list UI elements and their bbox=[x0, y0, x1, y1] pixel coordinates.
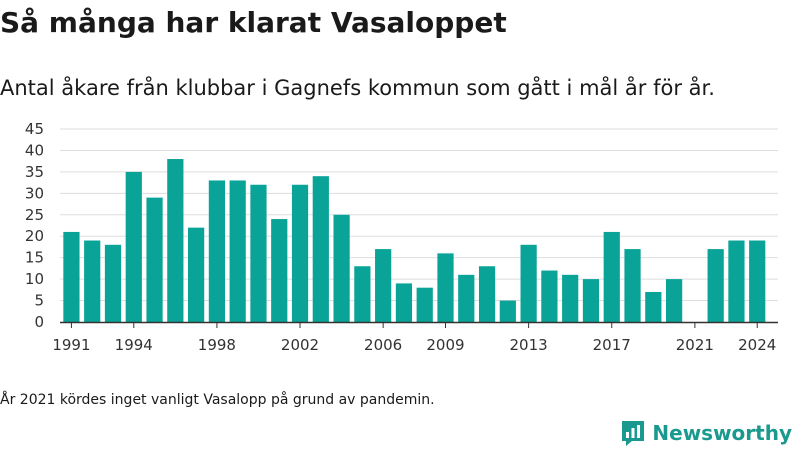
y-tick-label: 0 bbox=[34, 313, 44, 331]
bar-chart: 0 5 10 15 20 25 30 35 40 45 1991 1994 1998 2002 2006 2… bbox=[25, 120, 778, 354]
footnote: År 2021 kördes inget vanligt Vasalopp på… bbox=[0, 392, 435, 408]
bar-1997 bbox=[188, 227, 205, 322]
bar-2000 bbox=[250, 184, 267, 322]
bar-2010 bbox=[458, 274, 475, 322]
x-tick-label: 2013 bbox=[510, 336, 548, 354]
bar-2001 bbox=[271, 219, 288, 322]
y-tick-label: 5 bbox=[34, 292, 44, 310]
x-tick-label: 1998 bbox=[198, 336, 236, 354]
bar-2022 bbox=[707, 249, 724, 322]
bar-1996 bbox=[167, 159, 184, 322]
y-tick-label: 40 bbox=[25, 141, 44, 159]
bar-2012 bbox=[499, 300, 516, 322]
y-tick-label: 45 bbox=[25, 120, 44, 138]
bar-2011 bbox=[478, 266, 496, 322]
bar-2007 bbox=[395, 283, 413, 322]
y-tick-label: 30 bbox=[25, 184, 44, 202]
x-tick-label: 2021 bbox=[676, 336, 714, 354]
bar-1993 bbox=[104, 244, 122, 322]
bar-2004 bbox=[333, 214, 350, 322]
bars bbox=[63, 159, 766, 322]
y-tick-label: 35 bbox=[25, 163, 44, 181]
bar-2018 bbox=[624, 249, 641, 322]
y-tick-label: 10 bbox=[25, 270, 44, 288]
chart-subtitle: Antal åkare från klubbar i Gagnefs kommu… bbox=[0, 76, 715, 100]
newsworthy-logo-icon bbox=[622, 421, 645, 446]
bar-2008 bbox=[416, 287, 433, 322]
x-tick-label: 2009 bbox=[426, 336, 464, 354]
bar-2013 bbox=[520, 244, 537, 322]
bar-2016 bbox=[582, 279, 600, 322]
bar-2005 bbox=[354, 266, 371, 322]
brand-logo: Newsworthy bbox=[620, 419, 792, 447]
x-tick-label: 2024 bbox=[738, 336, 776, 354]
bar-1991 bbox=[63, 231, 80, 322]
y-tick-label: 20 bbox=[25, 227, 44, 245]
bar-2019 bbox=[645, 291, 662, 322]
bar-2024 bbox=[749, 240, 766, 322]
x-tick-label: 1994 bbox=[115, 336, 153, 354]
x-tick-label: 2006 bbox=[364, 336, 402, 354]
bar-1999 bbox=[229, 180, 246, 322]
bar-2017 bbox=[603, 231, 620, 322]
brand-name: Newsworthy bbox=[652, 421, 792, 445]
y-axis-ticks: 0 5 10 15 20 25 30 35 40 45 bbox=[25, 120, 44, 331]
bar-2003 bbox=[312, 176, 329, 322]
bar-2002 bbox=[291, 184, 309, 322]
x-tick-label: 2002 bbox=[281, 336, 319, 354]
chart-title: Så många har klarat Vasaloppet bbox=[0, 6, 507, 39]
bar-2009 bbox=[437, 253, 454, 322]
bar-2020 bbox=[665, 279, 683, 322]
y-tick-label: 25 bbox=[25, 206, 44, 224]
x-tick-label: 1991 bbox=[52, 336, 90, 354]
bar-1995 bbox=[146, 197, 163, 322]
bar-1992 bbox=[84, 240, 101, 322]
bar-1994 bbox=[125, 171, 142, 322]
x-tick-label: 2017 bbox=[593, 336, 631, 354]
bar-2014 bbox=[541, 270, 558, 322]
bar-2023 bbox=[728, 240, 745, 322]
bar-2015 bbox=[562, 274, 579, 322]
x-axis-ticks: 1991 1994 1998 2002 2006 2009 2013 2017 2021 2024 bbox=[52, 322, 776, 354]
bar-1998 bbox=[208, 180, 226, 322]
bar-2006 bbox=[375, 249, 392, 322]
y-tick-label: 15 bbox=[25, 249, 44, 267]
